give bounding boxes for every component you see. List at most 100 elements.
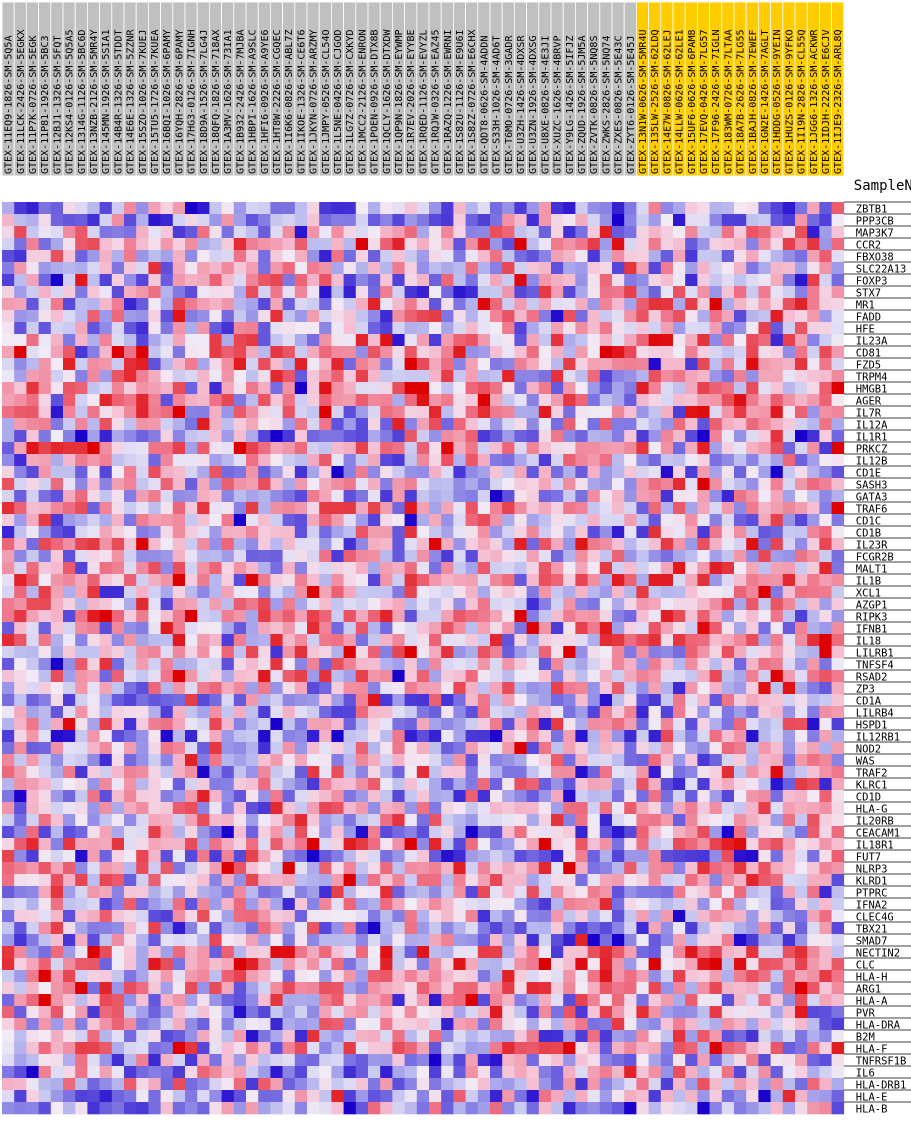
heatmap-cell — [221, 934, 235, 947]
heatmap-cell — [721, 886, 735, 899]
heatmap-cell — [831, 742, 845, 755]
heatmap-cell — [624, 874, 637, 887]
heatmap-cell — [26, 934, 39, 947]
heatmap-cell — [660, 586, 674, 599]
heatmap-cell — [685, 886, 698, 899]
heatmap-cell — [709, 778, 723, 791]
heatmap-cell — [770, 922, 784, 935]
heatmap-cell — [331, 706, 344, 719]
column-label: GTEX-1HDDG-0526-SM-9YEIN — [772, 30, 783, 175]
heatmap-cell — [38, 214, 52, 227]
heatmap-cell — [50, 838, 64, 851]
heatmap-cell — [746, 214, 759, 227]
heatmap-cell — [14, 466, 27, 479]
heatmap-cell — [2, 742, 15, 755]
heatmap-cell — [319, 706, 332, 719]
heatmap-cell — [50, 646, 64, 659]
heatmap-cell — [599, 646, 613, 659]
heatmap-cell — [368, 238, 381, 251]
heatmap-cell — [380, 226, 393, 239]
heatmap-cell — [429, 634, 442, 647]
heatmap-cell — [465, 1018, 479, 1031]
heatmap-cell — [355, 898, 369, 911]
heatmap-cell — [355, 970, 369, 983]
heatmap-cell — [160, 730, 174, 743]
heatmap-cell — [624, 778, 637, 791]
heatmap-cell — [782, 982, 796, 995]
heatmap-cell — [355, 370, 369, 383]
heatmap-cell — [599, 262, 613, 275]
heatmap-cell — [63, 514, 76, 527]
heatmap-cell — [185, 814, 198, 827]
heatmap-cell — [136, 274, 149, 287]
heatmap-cell — [282, 394, 296, 407]
heatmap-cell — [282, 766, 296, 779]
heatmap-cell — [197, 430, 210, 443]
heatmap-cell — [270, 982, 283, 995]
heatmap-cell — [734, 382, 747, 395]
heatmap-cell — [160, 214, 174, 227]
heatmap-cell — [392, 682, 405, 695]
heatmap-cell — [563, 718, 576, 731]
heatmap-cell — [514, 358, 527, 371]
heatmap-cell — [136, 250, 149, 263]
heatmap-cell — [770, 862, 784, 875]
heatmap-cell — [782, 442, 796, 455]
heatmap-cell — [87, 550, 100, 563]
heatmap-cell — [87, 898, 100, 911]
heatmap-cell — [87, 646, 100, 659]
heatmap-cell — [709, 562, 723, 575]
heatmap-cell — [294, 1030, 308, 1043]
heatmap-cell — [429, 862, 442, 875]
heatmap-cell — [612, 622, 625, 635]
heatmap-cell — [624, 334, 637, 347]
heatmap-cell — [233, 274, 247, 287]
heatmap-cell — [343, 814, 357, 827]
heatmap-cell — [477, 634, 491, 647]
heatmap-cell — [75, 298, 88, 311]
heatmap-cell — [148, 298, 161, 311]
heatmap-cell — [709, 742, 723, 755]
heatmap-cell — [599, 922, 613, 935]
heatmap-cell — [746, 298, 759, 311]
heatmap-cell — [63, 1006, 76, 1019]
heatmap-cell — [612, 706, 625, 719]
heatmap-cell — [685, 1006, 698, 1019]
heatmap-row — [2, 742, 845, 755]
heatmap-cell — [746, 994, 759, 1007]
heatmap-cell — [831, 922, 845, 935]
heatmap-cell — [770, 262, 784, 275]
heatmap-cell — [148, 898, 161, 911]
heatmap-cell — [477, 238, 491, 251]
heatmap-cell — [636, 670, 649, 683]
heatmap-cell — [599, 490, 613, 503]
column-label: GTEX-1IKOE-1326-SM-CE6T6 — [296, 30, 307, 175]
heatmap-cell — [453, 226, 466, 239]
heatmap-cell — [136, 646, 149, 659]
heatmap-cell — [429, 514, 442, 527]
heatmap-cell — [111, 670, 125, 683]
heatmap-cell — [331, 670, 344, 683]
heatmap-cell — [746, 622, 759, 635]
heatmap-cell — [343, 526, 357, 539]
heatmap-cell — [429, 322, 442, 335]
heatmap-cell — [453, 742, 466, 755]
heatmap-cell — [795, 598, 808, 611]
heatmap-cell — [26, 382, 39, 395]
heatmap-cell — [233, 766, 247, 779]
heatmap-cell — [380, 622, 393, 635]
heatmap-cell — [563, 982, 576, 995]
heatmap-cell — [148, 658, 161, 671]
heatmap-cell — [538, 814, 552, 827]
heatmap-cell — [563, 214, 576, 227]
heatmap-cell — [38, 982, 52, 995]
heatmap-cell — [63, 994, 76, 1007]
heatmap-cell — [258, 754, 271, 767]
heatmap-cell — [660, 274, 674, 287]
heatmap-cell — [172, 346, 186, 359]
heatmap-cell — [514, 310, 527, 323]
heatmap-cell — [514, 634, 527, 647]
heatmap-cell — [307, 454, 320, 467]
heatmap-cell — [782, 466, 796, 479]
heatmap-cell — [795, 610, 808, 623]
